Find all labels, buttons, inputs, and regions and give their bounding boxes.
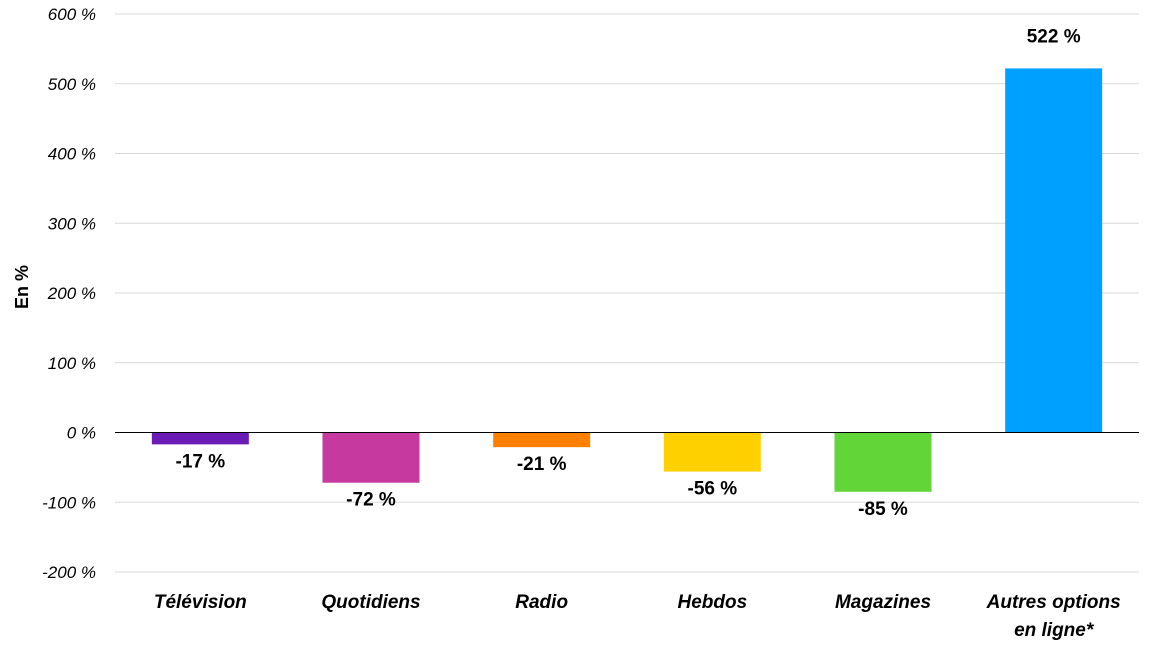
x-category-label: Hebdos xyxy=(677,592,747,613)
x-category-label: Autres options en ligne* xyxy=(986,592,1121,641)
x-category-label-line: Radio xyxy=(515,592,568,613)
y-tick-label: 0 % xyxy=(67,424,96,443)
y-tick-label: -200 % xyxy=(42,563,96,582)
x-category-label: Quotidiens xyxy=(321,592,420,613)
x-category-label-line: Hebdos xyxy=(677,592,747,613)
x-category-label: Télévision xyxy=(154,592,247,613)
x-category-label-line: Autres options xyxy=(986,592,1121,613)
data-label: -85 % xyxy=(858,499,908,520)
x-category-label-line: Télévision xyxy=(154,592,247,613)
bars xyxy=(151,68,1103,492)
y-tick-label: 300 % xyxy=(48,214,96,233)
x-category-label: Radio xyxy=(515,592,568,613)
bar xyxy=(151,432,249,445)
y-tick-label: 200 % xyxy=(47,284,96,303)
bar xyxy=(663,432,761,472)
x-category-label-line: Magazines xyxy=(835,592,931,613)
y-tick-label: 600 % xyxy=(48,5,96,24)
y-tick-label: 100 % xyxy=(48,354,96,373)
x-category-label: Magazines xyxy=(835,592,931,613)
y-tick-label: -100 % xyxy=(42,493,96,512)
bar xyxy=(493,432,591,448)
data-label: -21 % xyxy=(517,454,567,475)
y-tick-label: 400 % xyxy=(48,145,96,164)
bar xyxy=(322,432,420,483)
bar xyxy=(1005,68,1103,433)
data-label: -17 % xyxy=(176,451,226,472)
x-category-label-line: en ligne* xyxy=(1014,620,1095,641)
x-category-label-line: Quotidiens xyxy=(321,592,420,613)
y-axis-label: En % xyxy=(12,265,32,309)
data-labels: -17 % -72 % -21 % -56 % -85 % 522 % xyxy=(176,26,1081,519)
y-tick-label: 500 % xyxy=(48,75,96,94)
x-axis-categories: Télévision Quotidiens Radio Hebdos Magazines… xyxy=(154,592,1121,641)
data-label: -56 % xyxy=(688,479,738,500)
bar xyxy=(834,432,932,492)
data-label: -72 % xyxy=(346,490,396,511)
data-label: 522 % xyxy=(1027,26,1081,47)
gridlines xyxy=(115,13,1139,573)
y-axis-ticks: 600 % 500 % 400 % 300 % 200 % 100 % 0 % -100 % -… xyxy=(42,5,96,582)
